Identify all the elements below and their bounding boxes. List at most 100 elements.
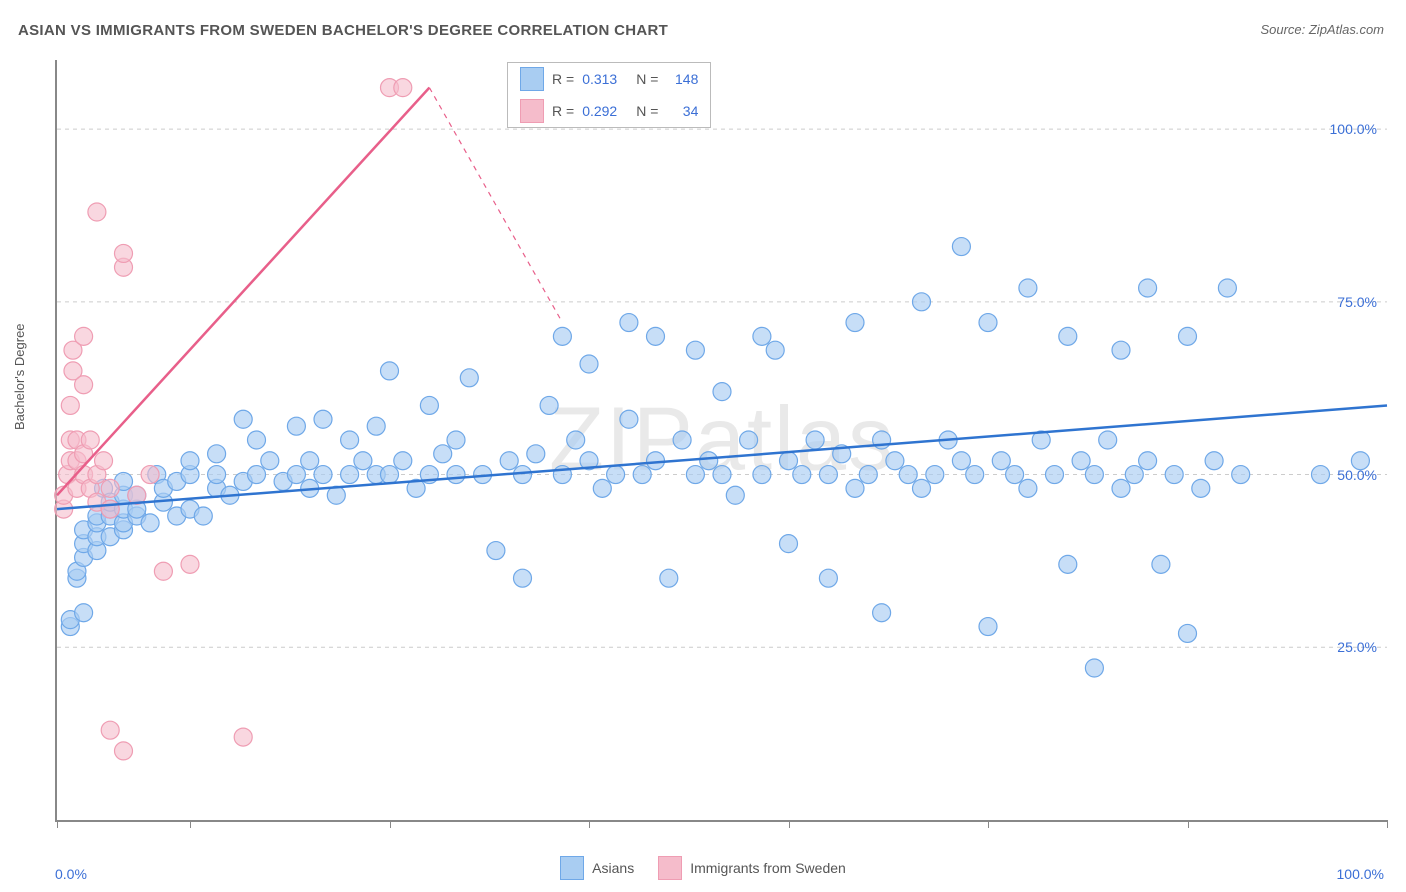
scatter-point [713,383,731,401]
scatter-point [154,562,172,580]
scatter-point [952,238,970,256]
legend-n-label: N = [636,103,658,119]
scatter-point [75,604,93,622]
legend-swatch [658,856,682,880]
trend-line [57,405,1387,509]
scatter-point [593,479,611,497]
scatter-point [700,452,718,470]
scatter-point [75,376,93,394]
scatter-point [367,417,385,435]
legend-swatch [560,856,584,880]
scatter-point [686,466,704,484]
scatter-point [1099,431,1117,449]
scatter-point [447,466,465,484]
scatter-point [607,466,625,484]
scatter-point [115,742,133,760]
scatter-point [527,445,545,463]
scatter-point [101,500,119,518]
scatter-point [553,327,571,345]
scatter-point [287,466,305,484]
y-tick-label: 25.0% [1337,639,1377,655]
scatter-point [540,396,558,414]
legend-swatch [520,99,544,123]
legend-row: R = 0.313 N = 148 [508,63,710,95]
y-tick-label: 100.0% [1330,121,1377,137]
scatter-point [819,466,837,484]
scatter-point [81,431,99,449]
scatter-point [1312,466,1330,484]
scatter-point [966,466,984,484]
scatter-point [354,452,372,470]
scatter-point [75,327,93,345]
scatter-point [1179,327,1197,345]
legend-r-label: R = [552,103,574,119]
scatter-point [301,452,319,470]
series-legend-item: Asians [560,856,634,880]
scatter-point [420,396,438,414]
x-tick [57,820,58,828]
scatter-point [1072,452,1090,470]
scatter-point [248,466,266,484]
scatter-point [686,341,704,359]
scatter-point [101,479,119,497]
scatter-point [248,431,266,449]
x-tick [589,820,590,828]
legend-r-value: 0.313 [582,71,628,87]
scatter-point [208,445,226,463]
scatter-point [234,410,252,428]
scatter-point [1139,452,1157,470]
scatter-point [992,452,1010,470]
scatter-point [1085,466,1103,484]
scatter-point [381,362,399,380]
scatter-point [580,355,598,373]
scatter-point [780,535,798,553]
scatter-point [1019,479,1037,497]
scatter-point [208,466,226,484]
scatter-point [447,431,465,449]
scatter-point [194,507,212,525]
scatter-point [633,466,651,484]
scatter-point [341,466,359,484]
scatter-point [753,327,771,345]
scatter-point [979,314,997,332]
scatter-point [780,452,798,470]
scatter-point [1152,555,1170,573]
series-legend-label: Asians [592,860,634,876]
scatter-point [1218,279,1236,297]
scatter-point [234,728,252,746]
scatter-point [886,452,904,470]
scatter-point [101,721,119,739]
scatter-point [181,555,199,573]
scatter-point [846,479,864,497]
scatter-point [1112,341,1130,359]
scatter-point [726,486,744,504]
legend-swatch [520,67,544,91]
legend-n-value: 148 [666,71,698,87]
series-legend: AsiansImmigrants from Sweden [0,856,1406,880]
scatter-point [115,244,133,262]
scatter-point [873,604,891,622]
scatter-point [1112,479,1130,497]
scatter-point [1205,452,1223,470]
scatter-point [1179,624,1197,642]
scatter-point [141,466,159,484]
scatter-point [1165,466,1183,484]
legend-n-label: N = [636,71,658,87]
scatter-point [460,369,478,387]
scatter-point [1085,659,1103,677]
x-tick [1188,820,1189,828]
scatter-point [859,466,877,484]
scatter-point [181,452,199,470]
scatter-point [1019,279,1037,297]
y-axis-label: Bachelor's Degree [12,323,27,430]
x-tick [390,820,391,828]
legend-n-value: 34 [666,103,698,119]
scatter-point [913,479,931,497]
scatter-point [1059,555,1077,573]
legend-r-value: 0.292 [582,103,628,119]
scatter-point [314,410,332,428]
legend-r-label: R = [552,71,574,87]
scatter-point [141,514,159,532]
scatter-point [740,431,758,449]
x-tick [190,820,191,828]
